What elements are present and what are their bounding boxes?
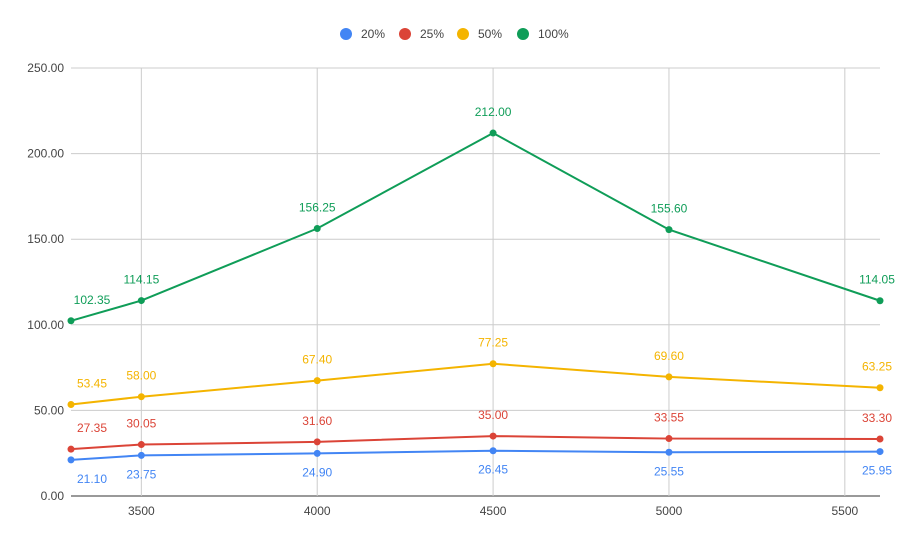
series-group <box>67 129 884 464</box>
legend-swatch <box>457 28 469 40</box>
series-line <box>70 435 881 451</box>
x-tick-label: 4000 <box>304 504 331 518</box>
data-label: 26.45 <box>478 463 508 477</box>
series-line <box>70 362 881 406</box>
data-label: 58.00 <box>126 369 156 383</box>
data-label: 67.40 <box>302 353 332 367</box>
data-point <box>137 441 145 449</box>
legend-item: 20% <box>340 27 385 41</box>
data-label: 31.60 <box>302 414 332 428</box>
data-label: 156.25 <box>299 201 336 215</box>
data-point <box>313 377 321 385</box>
data-point <box>665 373 673 381</box>
data-label: 212.00 <box>475 105 512 119</box>
data-label: 114.05 <box>859 273 895 287</box>
data-point <box>313 438 321 446</box>
data-point <box>876 435 884 443</box>
data-label: 53.45 <box>77 376 107 390</box>
legend-swatch <box>340 28 352 40</box>
data-label: 23.75 <box>126 467 156 481</box>
data-point <box>489 360 497 368</box>
data-point <box>67 400 75 408</box>
data-label: 25.55 <box>654 464 684 478</box>
y-tick-label: 150.00 <box>27 232 64 246</box>
data-label: 25.95 <box>862 464 892 478</box>
y-axis-ticks: 0.00 50.00 100.00 150.00 200.00 250.00 <box>27 61 64 503</box>
legend-label: 25% <box>420 27 444 41</box>
data-label: 63.25 <box>862 360 892 374</box>
data-point <box>67 456 75 464</box>
data-point <box>489 447 497 455</box>
data-point <box>876 448 884 456</box>
data-label: 33.55 <box>654 411 684 425</box>
data-point <box>489 129 497 137</box>
data-point <box>665 226 673 234</box>
data-label: 33.30 <box>862 411 892 425</box>
data-label: 21.10 <box>77 472 107 486</box>
data-point <box>67 317 75 325</box>
gridlines <box>71 67 880 497</box>
data-label: 35.00 <box>478 408 508 422</box>
x-tick-label: 5000 <box>656 504 683 518</box>
data-label: 102.35 <box>74 293 111 307</box>
y-tick-label: 250.00 <box>27 61 64 75</box>
y-tick-label: 0.00 <box>41 489 65 503</box>
data-point <box>137 393 145 401</box>
data-point <box>665 435 673 443</box>
y-tick-label: 50.00 <box>34 403 64 417</box>
data-point <box>876 297 884 305</box>
x-tick-label: 4500 <box>480 504 507 518</box>
series-line <box>70 131 881 322</box>
legend-item: 25% <box>399 27 444 41</box>
x-axis-ticks: 3500 4000 4500 5000 5500 <box>128 504 858 518</box>
data-point <box>313 225 321 232</box>
data-point <box>137 451 145 459</box>
data-labels-group: 21.10 23.75 24.90 26.45 25.55 25.95 27.35 30.05… <box>74 105 896 486</box>
data-point <box>876 384 884 392</box>
series-line <box>70 449 881 461</box>
data-label: 69.60 <box>654 349 684 363</box>
legend-swatch <box>517 28 529 40</box>
legend-label: 20% <box>361 27 385 41</box>
legend-item: 50% <box>457 27 502 41</box>
legend-label: 100% <box>538 27 569 41</box>
data-point <box>665 448 673 456</box>
data-label: 155.60 <box>651 202 688 216</box>
data-point <box>137 297 145 305</box>
data-label: 77.25 <box>478 336 508 350</box>
data-label: 30.05 <box>126 417 156 431</box>
legend-item: 100% <box>517 27 569 41</box>
legend-swatch <box>399 28 411 40</box>
legend: 20% 25% 50% 100% <box>340 27 569 41</box>
legend-label: 50% <box>478 27 502 41</box>
y-tick-label: 200.00 <box>27 147 64 161</box>
data-label: 27.35 <box>77 421 107 435</box>
x-tick-label: 5500 <box>831 504 858 518</box>
y-tick-label: 100.00 <box>27 318 64 332</box>
x-tick-label: 3500 <box>128 504 155 518</box>
data-point <box>489 432 497 440</box>
data-point <box>313 449 321 457</box>
data-label: 24.90 <box>302 465 332 479</box>
data-point <box>67 445 75 453</box>
data-label: 114.15 <box>123 273 159 287</box>
